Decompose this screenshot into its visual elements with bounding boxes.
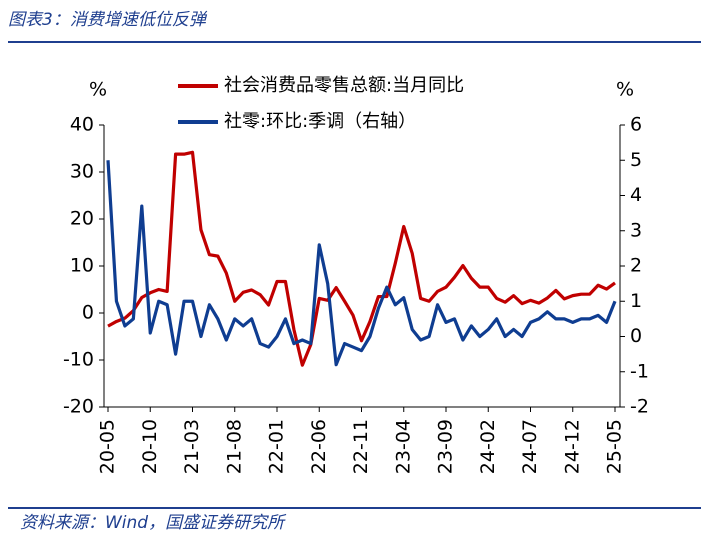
y2-tick-label: 4 xyxy=(630,184,642,206)
x-tick-label: 24-07 xyxy=(519,419,541,474)
source-note: 资料来源：Wind，国盛证券研究所 xyxy=(20,513,287,533)
x-tick-label: 22-01 xyxy=(266,419,288,474)
x-tick-label: 24-12 xyxy=(561,419,583,474)
y2-axis-unit: % xyxy=(616,79,634,101)
x-tick-label: 22-06 xyxy=(308,419,330,474)
y2-tick-label: 3 xyxy=(630,219,642,241)
y-tick-label: 30 xyxy=(70,161,94,183)
y-axis-unit: % xyxy=(89,79,107,101)
y2-tick-label: -2 xyxy=(630,396,649,418)
x-tick-label: 25-05 xyxy=(604,419,626,474)
y-tick-label: -20 xyxy=(63,396,94,418)
legend-label: 社零:环比:季调（右轴） xyxy=(224,111,416,132)
chart-title: 图表3：消费增速低位反弹 xyxy=(8,10,208,30)
y-tick-label: 40 xyxy=(70,114,94,136)
series-line xyxy=(106,160,617,367)
y2-tick-label: 6 xyxy=(630,114,642,136)
x-tick-label: 24-02 xyxy=(477,419,499,474)
y-tick-label: 0 xyxy=(82,302,94,324)
y-tick-label: 20 xyxy=(70,208,94,230)
y2-tick-label: 1 xyxy=(630,290,642,312)
x-tick-label: 23-09 xyxy=(435,419,457,474)
x-tick-label: 23-04 xyxy=(392,419,414,474)
x-tick-label: 22-11 xyxy=(350,419,372,474)
legend-label: 社会消费品零售总额:当月同比 xyxy=(224,75,464,96)
y2-tick-label: 5 xyxy=(630,149,642,171)
x-tick-label: 20-10 xyxy=(139,419,161,474)
series-line xyxy=(107,150,616,367)
x-tick-label: 21-08 xyxy=(223,419,245,474)
x-tick-label: 21-03 xyxy=(181,419,203,474)
y2-tick-label: -1 xyxy=(630,360,649,382)
y-tick-label: -10 xyxy=(63,349,94,371)
y-tick-label: 10 xyxy=(70,255,94,277)
y2-tick-label: 2 xyxy=(630,255,642,277)
y2-tick-label: 0 xyxy=(630,325,642,347)
x-tick-label: 20-05 xyxy=(97,419,119,474)
